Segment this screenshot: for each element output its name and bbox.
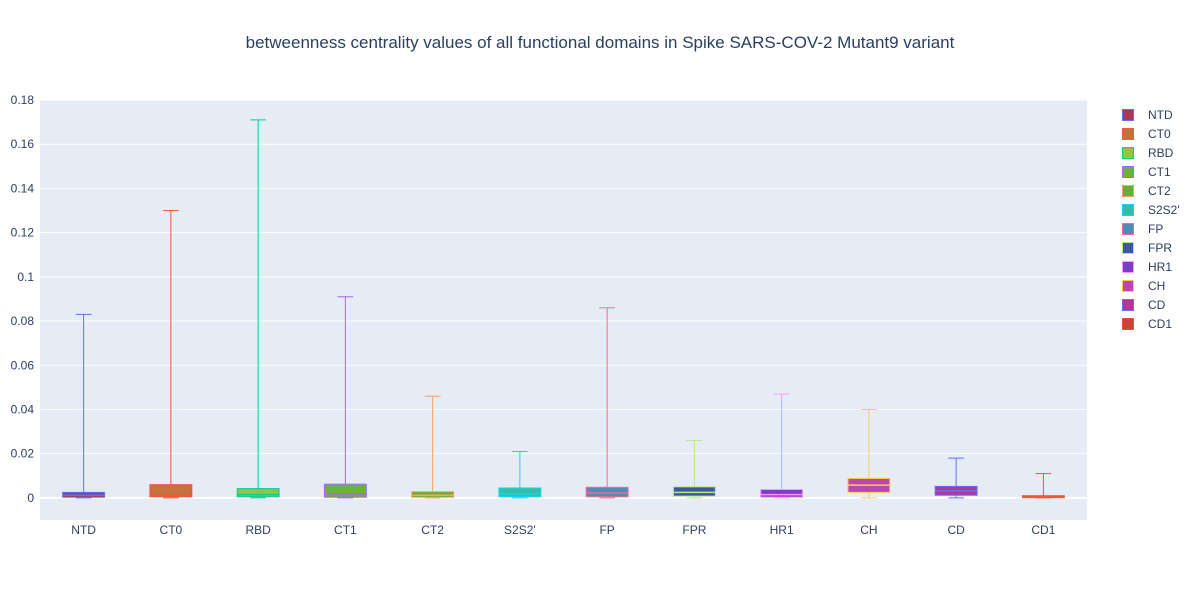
legend-item[interactable]: CT1 [1120,162,1198,181]
box-body [149,484,193,498]
legend-label: RBD [1148,145,1174,160]
legend-item[interactable]: CD [1120,295,1198,314]
legend-item[interactable]: CT2 [1120,181,1198,200]
legend-swatch [1122,241,1134,254]
legend-swatch [1122,317,1134,330]
legend-swatch [1122,279,1134,292]
legend-swatch [1122,165,1134,178]
legend-swatch [1122,127,1134,140]
legend-item[interactable]: FP [1120,219,1198,238]
legend-swatch [1122,184,1134,197]
x-tick-label: NTD [71,523,96,537]
legend-label: CT0 [1148,126,1171,141]
y-tick-label: 0.16 [11,137,35,151]
legend-item[interactable]: S2S2' [1120,200,1198,219]
legend-item[interactable]: HR1 [1120,257,1198,276]
chart-title: betweenness centrality values of all fun… [245,33,955,52]
y-tick-label: 0.14 [11,181,35,195]
x-tick-label: CD1 [1031,523,1055,537]
legend-swatch [1122,260,1134,273]
legend-label: CT2 [1148,183,1171,198]
legend-label: CH [1148,278,1166,293]
x-tick-label: CT2 [421,523,444,537]
legend-label: HR1 [1148,259,1173,274]
box-body [585,486,629,498]
legend-item[interactable]: CT0 [1120,124,1198,143]
y-tick-label: 0.12 [11,226,35,240]
x-tick-label: FPR [682,523,706,537]
x-tick-label: RBD [245,523,271,537]
x-tick-label: CT0 [160,523,183,537]
legend-label: CD1 [1148,316,1173,331]
legend-item[interactable]: FPR [1120,238,1198,257]
x-tick-label: CT1 [334,523,357,537]
y-tick-label: 0.06 [11,358,35,372]
box-body [411,491,455,498]
x-tick-label: HR1 [770,523,794,537]
box-body [760,488,804,498]
box-body [672,486,716,497]
x-tick-label: FP [599,523,614,537]
legend-swatch [1122,203,1134,216]
legend-item[interactable]: CD1 [1120,314,1198,333]
x-tick-label: CH [860,523,877,537]
legend-label: CT1 [1148,164,1171,179]
legend-label: FP [1148,221,1164,236]
y-tick-label: 0 [27,491,34,505]
plot-background [40,100,1087,520]
legend-label: CD [1148,297,1166,312]
legend: NTD CT0 RBD CT1 CT2 S2S2' FP FPR HR1 CH CD CD1 [1120,105,1198,333]
y-tick-label: 0.1 [17,270,34,284]
legend-item[interactable]: RBD [1120,143,1198,162]
legend-swatch [1122,298,1134,311]
x-tick-label: CD [947,523,965,537]
legend-swatch [1122,222,1134,235]
legend-item[interactable]: NTD [1120,105,1198,124]
y-tick-label: 0.08 [11,314,35,328]
legend-item[interactable]: CH [1120,276,1198,295]
legend-swatch [1122,146,1134,159]
y-tick-label: 0.04 [11,402,35,416]
y-tick-label: 0.02 [11,447,35,461]
box-body [323,483,367,498]
legend-label: NTD [1148,107,1173,122]
legend-label: FPR [1148,240,1172,255]
box-body [498,487,542,498]
legend-label: S2S2' [1148,202,1180,217]
y-tick-label: 0.18 [11,93,35,107]
x-tick-label: S2S2' [504,523,536,537]
box-body [236,488,280,498]
legend-swatch [1122,108,1134,121]
